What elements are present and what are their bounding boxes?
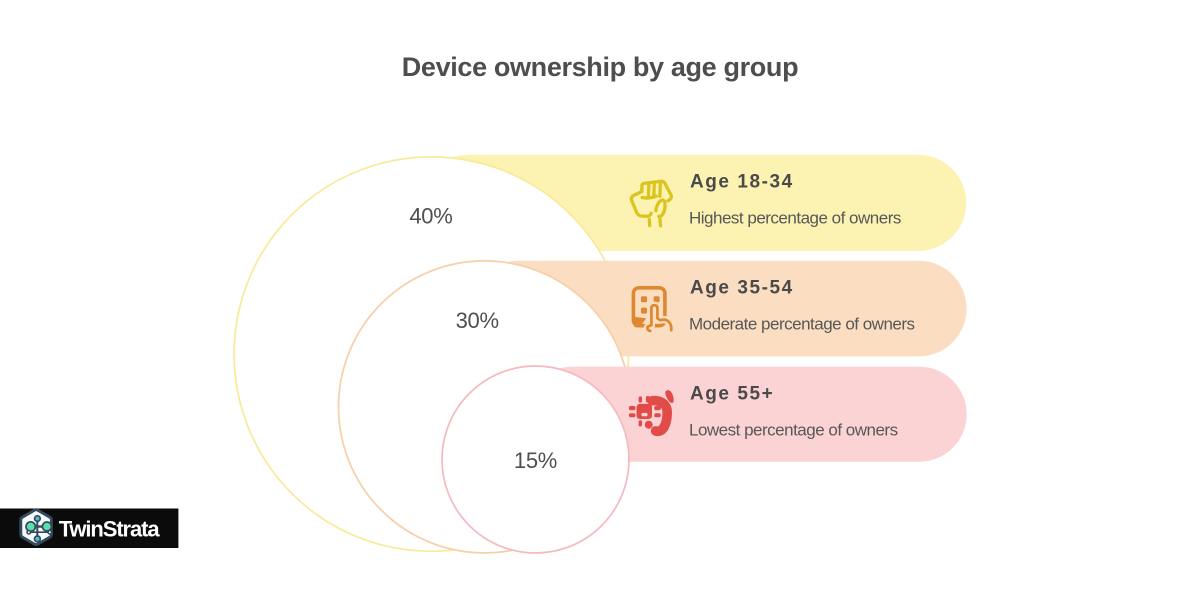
- svg-text:Moderate percentage of owners: Moderate percentage of owners: [689, 314, 915, 333]
- svg-text:TwinStrata: TwinStrata: [59, 517, 161, 542]
- svg-text:Highest percentage of owners: Highest percentage of owners: [689, 208, 901, 227]
- svg-text:30%: 30%: [456, 308, 499, 333]
- svg-text:Device ownership by age group: Device ownership by age group: [402, 52, 798, 82]
- svg-text:Age 55+: Age 55+: [690, 384, 774, 405]
- svg-text:Age 35-54: Age 35-54: [690, 278, 794, 299]
- svg-text:Age 18-34: Age 18-34: [690, 172, 794, 193]
- svg-text:15%: 15%: [514, 448, 557, 473]
- svg-text:Lowest percentage of owners: Lowest percentage of owners: [689, 420, 898, 439]
- svg-text:40%: 40%: [409, 204, 452, 229]
